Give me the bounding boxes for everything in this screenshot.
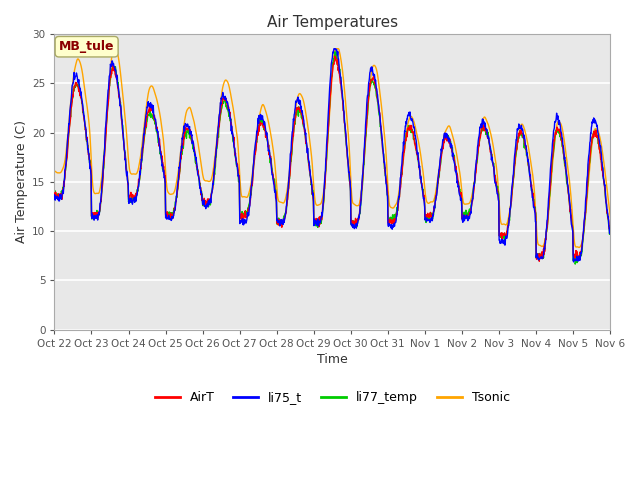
Line: li77_temp: li77_temp — [54, 52, 640, 264]
AirT — [143, 114, 151, 120]
AirT — [336, 74, 344, 80]
Title: Air Temperatures: Air Temperatures — [267, 15, 397, 30]
Tsonic — [109, 46, 117, 52]
AirT — [332, 53, 339, 59]
AirT — [536, 258, 543, 264]
li77_temp — [332, 49, 339, 55]
li77_temp — [51, 191, 58, 197]
AirT — [491, 176, 499, 181]
X-axis label: Time: Time — [317, 353, 348, 366]
Y-axis label: Air Temperature (C): Air Temperature (C) — [15, 120, 28, 243]
li75_t — [579, 243, 586, 249]
li77_temp — [579, 249, 586, 254]
AirT — [324, 127, 332, 133]
li77_temp — [324, 126, 332, 132]
Tsonic — [636, 133, 640, 139]
Tsonic — [336, 50, 344, 56]
Line: li75_t: li75_t — [54, 49, 640, 262]
li75_t — [330, 46, 338, 52]
li77_temp — [336, 66, 344, 72]
Tsonic — [51, 168, 58, 174]
Line: AirT: AirT — [54, 56, 640, 261]
li75_t — [143, 104, 151, 110]
Legend: AirT, li75_t, li77_temp, Tsonic: AirT, li75_t, li77_temp, Tsonic — [150, 386, 515, 409]
AirT — [51, 190, 58, 196]
li77_temp — [636, 151, 640, 156]
li75_t — [324, 114, 332, 120]
li75_t — [636, 145, 640, 151]
li77_temp — [572, 261, 579, 267]
li75_t — [570, 259, 577, 265]
li75_t — [51, 192, 58, 198]
Tsonic — [143, 96, 151, 101]
li77_temp — [143, 119, 151, 124]
Tsonic — [324, 127, 332, 132]
Tsonic — [575, 244, 583, 250]
AirT — [636, 150, 640, 156]
Tsonic — [491, 154, 499, 159]
li77_temp — [491, 172, 499, 178]
AirT — [579, 241, 586, 247]
li75_t — [491, 180, 499, 185]
Text: MB_tule: MB_tule — [59, 40, 115, 53]
Tsonic — [579, 239, 586, 244]
li75_t — [336, 68, 344, 74]
Line: Tsonic: Tsonic — [54, 49, 640, 247]
